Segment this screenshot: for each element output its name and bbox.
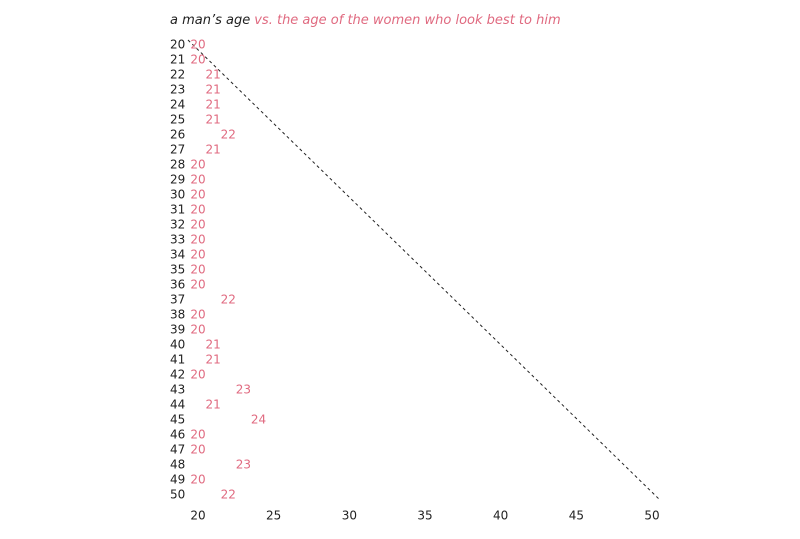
value-label: 20 (190, 203, 205, 217)
value-label: 21 (205, 353, 220, 367)
value-label: 20 (190, 38, 205, 52)
value-label: 21 (205, 338, 220, 352)
y-category-label: 37 (170, 293, 185, 307)
y-category-label: 50 (170, 488, 185, 502)
reference-line (187, 39, 661, 501)
y-category-label: 40 (170, 338, 185, 352)
y-category-label: 29 (170, 173, 185, 187)
value-label: 20 (190, 53, 205, 67)
chart-title: a man’s age vs. the age of the women who … (170, 13, 561, 28)
y-category-label: 43 (170, 383, 185, 397)
x-tick-label: 25 (266, 509, 281, 523)
value-label: 23 (236, 458, 251, 472)
value-label: 22 (221, 293, 236, 307)
y-category-label: 21 (170, 53, 185, 67)
value-label: 21 (205, 68, 220, 82)
value-label: 20 (190, 308, 205, 322)
x-tick-label: 45 (569, 509, 584, 523)
value-label: 20 (190, 278, 205, 292)
y-category-label: 47 (170, 443, 185, 457)
y-category-label: 41 (170, 353, 185, 367)
value-label: 21 (205, 98, 220, 112)
y-category-label: 28 (170, 158, 185, 172)
value-label: 20 (190, 368, 205, 382)
y-category-label: 39 (170, 323, 185, 337)
value-label: 22 (221, 128, 236, 142)
x-tick-label: 20 (190, 509, 205, 523)
y-category-label: 24 (170, 98, 185, 112)
y-category-label: 23 (170, 83, 185, 97)
x-tick-label: 40 (493, 509, 508, 523)
y-category-label: 33 (170, 233, 185, 247)
y-category-label: 20 (170, 38, 185, 52)
y-category-label: 45 (170, 413, 185, 427)
y-category-label: 48 (170, 458, 185, 472)
y-category-label: 35 (170, 263, 185, 277)
value-label: 20 (190, 158, 205, 172)
value-label: 20 (190, 188, 205, 202)
title-part: a man’s age (170, 13, 250, 28)
value-label: 20 (190, 263, 205, 277)
value-label: 21 (205, 113, 220, 127)
value-label: 24 (251, 413, 266, 427)
y-category-label: 22 (170, 68, 185, 82)
x-tick-label: 35 (417, 509, 432, 523)
value-label: 20 (190, 248, 205, 262)
x-tick-label: 50 (644, 509, 659, 523)
y-category-label: 32 (170, 218, 185, 232)
y-category-label: 36 (170, 278, 185, 292)
value-label: 21 (205, 143, 220, 157)
y-category-label: 42 (170, 368, 185, 382)
value-label: 20 (190, 218, 205, 232)
value-label: 21 (205, 398, 220, 412)
y-category-label: 25 (170, 113, 185, 127)
value-label: 23 (236, 383, 251, 397)
y-category-label: 46 (170, 428, 185, 442)
value-label: 20 (190, 428, 205, 442)
value-label: 20 (190, 173, 205, 187)
y-category-label: 34 (170, 248, 185, 262)
value-label: 21 (205, 83, 220, 97)
value-label: 22 (221, 488, 236, 502)
value-label: 20 (190, 233, 205, 247)
value-label: 20 (190, 473, 205, 487)
y-category-label: 30 (170, 188, 185, 202)
y-category-label: 26 (170, 128, 185, 142)
y-category-label: 49 (170, 473, 185, 487)
value-label: 20 (190, 323, 205, 337)
value-label: 20 (190, 443, 205, 457)
y-category-label: 27 (170, 143, 185, 157)
title-part: vs. the age of the women who look best t… (254, 13, 560, 28)
y-category-label: 31 (170, 203, 185, 217)
y-category-label: 44 (170, 398, 185, 412)
y-category-label: 38 (170, 308, 185, 322)
x-tick-label: 30 (342, 509, 357, 523)
